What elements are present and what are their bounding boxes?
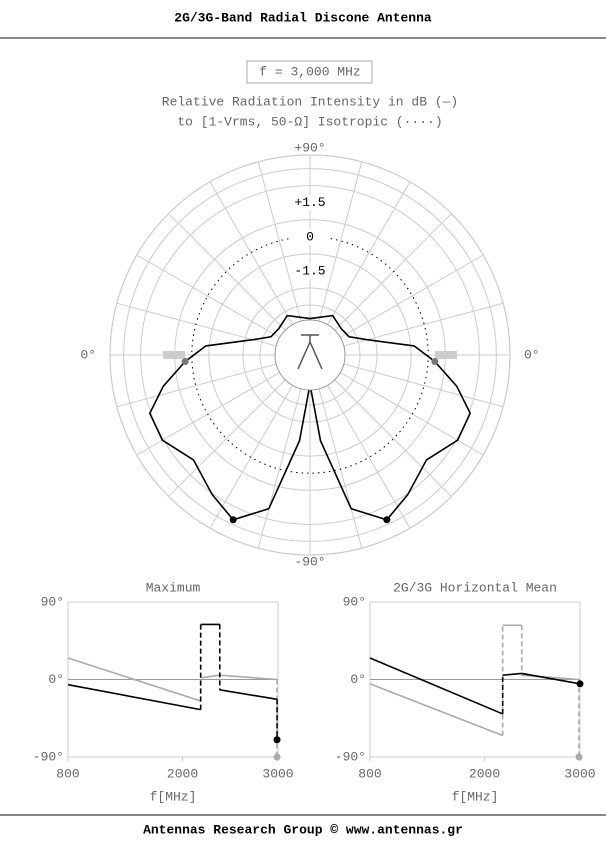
tick-bg: [290, 262, 330, 279]
y-tick-label: 0°: [48, 672, 64, 687]
angle-label: 0°: [80, 347, 96, 362]
x-axis-label: f[MHz]: [452, 789, 499, 804]
frequency-label: f = 3,000 MHz: [259, 64, 360, 79]
y-tick-label: -90°: [33, 749, 64, 764]
pattern-marker: [229, 516, 237, 524]
angle-label: 0°: [524, 347, 540, 362]
series-segment: [502, 672, 522, 676]
pattern-marker: [181, 358, 189, 366]
antenna-icon: [297, 334, 323, 370]
x-tick-label: 2000: [469, 766, 500, 781]
r-tick-label: +1.5: [294, 195, 325, 210]
y-tick-label: -90°: [335, 749, 366, 764]
series-segment: [369, 657, 503, 715]
pattern-marker: [383, 516, 391, 524]
x-tick-label: 800: [56, 766, 79, 781]
line-chart: 2G/3G Horizontal Mean f[MHz] 90° 0° -90° 800 2…: [335, 580, 596, 804]
x-tick-label: 3000: [564, 766, 595, 781]
title: 2G/3G-Band Radial Discone Antenna: [174, 10, 432, 25]
chart-title: Maximum: [146, 580, 201, 595]
tick-bg: [290, 228, 330, 245]
line-chart: Maximum f[MHz] 90° 0° -90° 800 2000 3000: [33, 580, 294, 804]
series-segment: [67, 683, 201, 711]
series-segment: [369, 683, 503, 737]
series-segment: [219, 689, 278, 701]
band-bar: [435, 351, 457, 359]
end-marker: [273, 753, 281, 761]
x-axis-label: f[MHz]: [150, 789, 197, 804]
x-tick-label: 2000: [167, 766, 198, 781]
pattern-line: [309, 314, 472, 521]
antenna-disc: [274, 319, 346, 391]
x-tick-label: 800: [358, 766, 381, 781]
y-tick-label: 90°: [343, 594, 366, 609]
x-tick-label: 3000: [262, 766, 293, 781]
band-bar: [163, 351, 185, 359]
tick-bg: [290, 194, 330, 211]
series-segment: [67, 657, 201, 702]
angle-label: -90°: [294, 554, 325, 569]
series-segment: [200, 674, 220, 679]
pattern-marker: [431, 358, 439, 366]
subtitle: Relative Radiation Intensity in dB (—): [162, 94, 458, 109]
polar-chart: +1.5 0 -1.5 +90° 0° 0° -90°: [80, 140, 539, 569]
end-marker: [575, 753, 583, 761]
frequency-box: [246, 60, 373, 84]
end-marker: [576, 680, 584, 688]
r-tick-label: -1.5: [294, 263, 325, 278]
series-segment: [521, 672, 581, 685]
y-tick-label: 90°: [41, 594, 64, 609]
angle-label: +90°: [294, 140, 325, 155]
end-marker: [273, 736, 281, 744]
y-tick-label: 0°: [350, 672, 366, 687]
footer: Antennas Research Group © www.antennas.g…: [143, 822, 463, 837]
series-segment: [219, 674, 278, 681]
pattern-line: [148, 314, 311, 521]
chart-title: 2G/3G Horizontal Mean: [393, 580, 557, 595]
subtitle: to [1-Vrms, 50-Ω] Isotropic (····): [177, 114, 442, 129]
r-tick-label: 0: [306, 229, 314, 244]
